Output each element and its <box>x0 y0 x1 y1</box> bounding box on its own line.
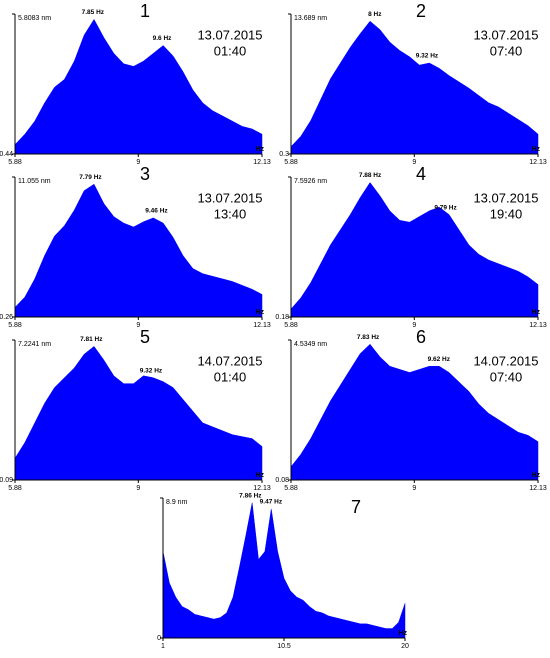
spectrum-area <box>162 502 406 639</box>
peak-label: 7.83 Hz <box>357 334 380 341</box>
panel-date: 13.07.2015 <box>197 190 262 205</box>
y-tick-label: 11.055 nm <box>18 178 51 185</box>
y-tick-label: 0.26 <box>0 314 13 321</box>
panel-number: 5 <box>140 327 150 347</box>
x-axis-label: Hz <box>255 309 264 316</box>
peak-label: 8 Hz <box>368 11 382 18</box>
x-axis-label: Hz <box>255 146 264 153</box>
x-tick-label: 9 <box>412 159 416 166</box>
x-axis-label: Hz <box>398 630 407 637</box>
x-tick-label: 5.88 <box>8 485 22 492</box>
peak-label: 9.32 Hz <box>140 367 163 374</box>
x-axis-label: Hz <box>531 309 540 316</box>
panel-number: 4 <box>416 164 426 184</box>
x-tick-label: 9 <box>136 159 140 166</box>
spectrum-area <box>14 346 263 481</box>
panel-time: 13:40 <box>214 206 247 221</box>
x-axis-label: Hz <box>531 146 540 153</box>
y-tick-label: 0.18 <box>275 314 289 321</box>
peak-label: 9.47 Hz <box>260 499 283 506</box>
spectrum-area <box>14 183 263 318</box>
y-tick-label: 7.2241 nm <box>18 341 51 348</box>
x-tick-label: 9 <box>412 322 416 329</box>
y-tick-label: 4.5349 nm <box>294 341 327 348</box>
peak-label: 7.86 Hz <box>239 492 262 499</box>
panel-number: 1 <box>140 1 150 21</box>
panel-date: 14.07.2015 <box>473 353 538 368</box>
x-tick-label: 5.88 <box>284 322 298 329</box>
y-tick-label: 7.5926 nm <box>294 178 327 185</box>
panel-date: 13.07.2015 <box>197 27 262 42</box>
panel-date: 14.07.2015 <box>197 353 262 368</box>
y-tick-label: 0.08 <box>275 477 289 484</box>
x-tick-label: 5.88 <box>8 159 22 166</box>
x-tick-label: 5.88 <box>284 485 298 492</box>
x-tick-label: 12.13 <box>253 159 271 166</box>
x-axis-label: Hz <box>255 472 264 479</box>
y-tick-label: 8.9 nm <box>166 499 188 506</box>
panel-number: 3 <box>140 164 150 184</box>
panel-time: 01:40 <box>214 369 247 384</box>
panel-time: 19:40 <box>490 206 523 221</box>
x-tick-label: 12.13 <box>529 485 547 492</box>
panel-number: 2 <box>416 1 426 21</box>
x-tick-label: 12.13 <box>529 322 547 329</box>
spectrum-area <box>290 343 539 481</box>
panel-date: 13.07.2015 <box>473 27 538 42</box>
peak-label: 9.32 Hz <box>416 53 439 60</box>
x-tick-label: 9 <box>136 322 140 329</box>
peak-label: 9.79 Hz <box>434 204 457 211</box>
x-tick-label: 9 <box>412 485 416 492</box>
y-tick-label: 0.09 <box>0 477 13 484</box>
x-tick-label: 1 <box>161 643 165 650</box>
peak-label: 9.62 Hz <box>428 356 451 363</box>
panel-time: 07:40 <box>490 43 523 58</box>
peak-label: 7.81 Hz <box>80 336 103 343</box>
x-tick-label: 12.13 <box>529 159 547 166</box>
panel-time: 01:40 <box>214 43 247 58</box>
x-tick-label: 12.13 <box>253 485 271 492</box>
x-tick-label: 12.13 <box>253 322 271 329</box>
x-tick-label: 5.88 <box>8 322 22 329</box>
spectrum-area <box>290 182 539 318</box>
x-tick-label: 5.88 <box>284 159 298 166</box>
peak-label: 9.46 Hz <box>145 208 168 215</box>
x-axis-label: Hz <box>531 472 540 479</box>
y-tick-label: 0.44 <box>0 151 13 158</box>
y-tick-label: 5.8083 nm <box>18 15 51 22</box>
panel-time: 07:40 <box>490 369 523 384</box>
x-tick-label: 9 <box>136 485 140 492</box>
x-tick-label: 10.5 <box>277 643 291 650</box>
panel-number: 7 <box>351 497 361 517</box>
peak-label: 7.79 Hz <box>79 174 102 181</box>
panel-date: 13.07.2015 <box>473 190 538 205</box>
spectrum-area <box>14 18 263 155</box>
peak-label: 7.85 Hz <box>82 9 105 16</box>
y-tick-label: 0 <box>157 635 161 642</box>
panel-number: 6 <box>416 327 426 347</box>
x-tick-label: 20 <box>401 643 409 650</box>
y-tick-label: 0.3 <box>279 151 289 158</box>
y-tick-label: 13.689 nm <box>294 15 327 22</box>
peak-label: 7.88 Hz <box>359 172 382 179</box>
peak-label: 9.6 Hz <box>153 35 173 42</box>
spectrum-area <box>290 20 539 155</box>
